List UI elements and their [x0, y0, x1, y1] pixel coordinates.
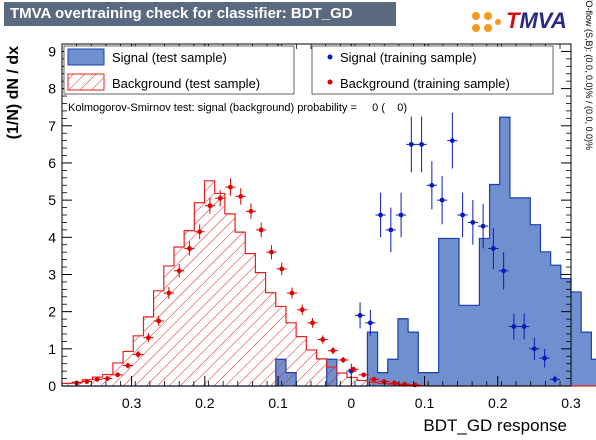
background-train-point [207, 203, 213, 209]
background-train-point [187, 246, 192, 251]
x-tick-label: 0.1 [268, 395, 288, 411]
legend-label-signal-test: Signal (test sample) [112, 50, 227, 65]
background-train-point [248, 208, 254, 214]
background-train-point [320, 337, 326, 342]
background-train-point [105, 376, 110, 381]
legend-label-background-test: Background (test sample) [112, 76, 260, 91]
background-train-point [197, 229, 203, 235]
signal-train-point [408, 141, 414, 147]
y-tick-label: 0 [48, 378, 56, 394]
signal-train-point [398, 212, 404, 218]
y-tick-label: 2 [48, 304, 56, 320]
signal-train-point [449, 138, 455, 144]
legend-marker-background-train [327, 79, 333, 85]
y-tick-label: 6 [48, 155, 56, 171]
background-train-point [299, 307, 305, 313]
background-train-point [228, 184, 233, 190]
background-train-point [279, 266, 285, 272]
y-tick-label: 9 [48, 43, 56, 59]
legend-marker-signal-train [327, 54, 333, 60]
background-train-point [146, 335, 151, 341]
background-train-point [176, 268, 182, 274]
background-train-point [402, 381, 408, 387]
background-train-point [135, 352, 141, 357]
legend-label-signal-train: Signal (training sample) [340, 50, 477, 65]
y-tick-label: 4 [48, 229, 56, 245]
signal-train-point [542, 355, 548, 361]
signal-train-point [357, 312, 363, 318]
background-train-point [351, 366, 356, 372]
signal-train-point [378, 212, 383, 218]
logo-text: TMVA [506, 8, 567, 33]
background-train-point [94, 376, 100, 382]
y-tick-label: 8 [48, 81, 56, 97]
x-tick-label: 0.3 [122, 395, 142, 411]
legend: Signal (test sample) Background (test sa… [63, 45, 554, 95]
x-tick-label: 0.3 [561, 395, 581, 411]
signal-train-point [367, 320, 373, 326]
background-train-point [310, 320, 315, 326]
signal-train-point [490, 246, 496, 251]
signal-train-point [429, 182, 435, 188]
background-train-point [125, 363, 131, 368]
legend-swatch-background-test [67, 73, 105, 91]
x-tick-label: 0 [347, 395, 355, 411]
x-tick-label: 0.2 [195, 395, 215, 411]
signal-train-point [511, 324, 517, 329]
signal-train-point [552, 376, 558, 382]
background-train-point [258, 227, 264, 233]
overflow-info-text: U/O-flow (S,B): (0.0, 0.0)% / (0.0, 0.0)… [584, 0, 594, 150]
background-train-point [217, 195, 223, 201]
y-tick-label: 5 [48, 192, 56, 208]
signal-train-point [480, 223, 486, 229]
tmva-logo: TMVA [468, 6, 592, 36]
signal-train-point [470, 220, 476, 225]
signal-test-fill [62, 117, 596, 386]
legend-box-right [311, 45, 554, 95]
plot-title: TMVA overtraining check for classifier: … [4, 2, 396, 26]
background-train-point [361, 372, 367, 378]
background-train-point [269, 249, 274, 255]
ks-test-text: Kolmogorov-Smirnov test: signal (backgro… [68, 102, 407, 114]
signal-train-point [531, 346, 537, 352]
background-train-point [166, 290, 172, 296]
background-train-point [115, 372, 121, 378]
background-train-point [330, 348, 336, 354]
background-train-point [392, 380, 397, 386]
legend-swatch-signal-test [67, 48, 105, 66]
legend-label-background-train: Background (training sample) [340, 76, 510, 91]
signal-train-point [521, 324, 527, 329]
background-train-point [156, 318, 162, 324]
background-train-point [289, 290, 295, 296]
signal-train-point [501, 268, 507, 274]
background-train-point [84, 379, 90, 384]
y-tick-label: 1 [48, 341, 56, 357]
signal-train-point [460, 212, 466, 218]
background-train-point [371, 376, 377, 382]
background-train-point [238, 194, 244, 199]
signal-train-point [388, 227, 394, 233]
x-tick-label: 0.2 [488, 395, 508, 411]
x-axis-label: BDT_GD response [423, 416, 567, 435]
y-tick-label: 3 [48, 266, 56, 282]
x-tick-label: 0.1 [415, 395, 435, 411]
logo-dots-icon [472, 12, 501, 32]
y-tick-label: 7 [48, 118, 56, 134]
signal-train-point [439, 197, 445, 203]
background-train-point [340, 357, 346, 363]
signal-train-point [419, 141, 424, 147]
y-axis-label: (1/N) dN / dx [5, 46, 22, 139]
